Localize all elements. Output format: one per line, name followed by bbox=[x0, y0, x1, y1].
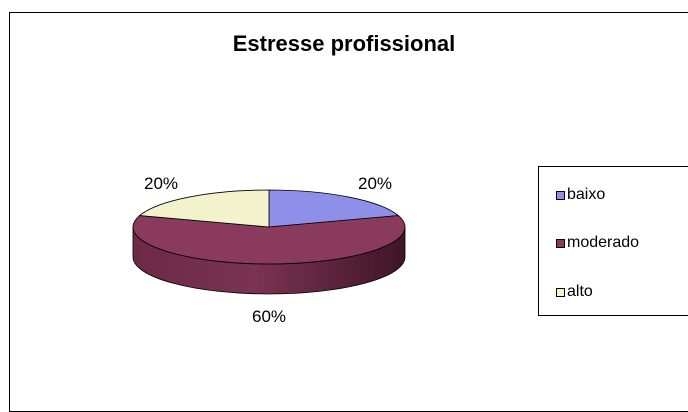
data-label-moderado: 60% bbox=[251, 307, 287, 326]
data-label-alto: 20% bbox=[143, 174, 179, 193]
legend-item-moderado: moderado bbox=[556, 233, 639, 253]
legend-label-baixo: baixo bbox=[567, 186, 606, 203]
chart-title: Estresse profissional bbox=[232, 31, 456, 56]
pie-slice-alto bbox=[138, 189, 270, 228]
legend-swatch-moderado bbox=[556, 238, 565, 248]
pie-slice-baixo bbox=[268, 189, 400, 228]
legend-item-baixo: baixo bbox=[556, 185, 605, 205]
pie-chart bbox=[132, 189, 406, 295]
legend-swatch-baixo bbox=[556, 190, 565, 200]
data-label-baixo: 20% bbox=[357, 174, 393, 193]
legend-label-moderado: moderado bbox=[567, 234, 640, 251]
legend-label-alto: alto bbox=[567, 283, 593, 300]
legend: baixo moderado alto bbox=[538, 166, 688, 316]
legend-item-alto: alto bbox=[556, 282, 593, 302]
legend-swatch-alto bbox=[556, 287, 565, 297]
pie-slice-moderado bbox=[132, 215, 406, 265]
